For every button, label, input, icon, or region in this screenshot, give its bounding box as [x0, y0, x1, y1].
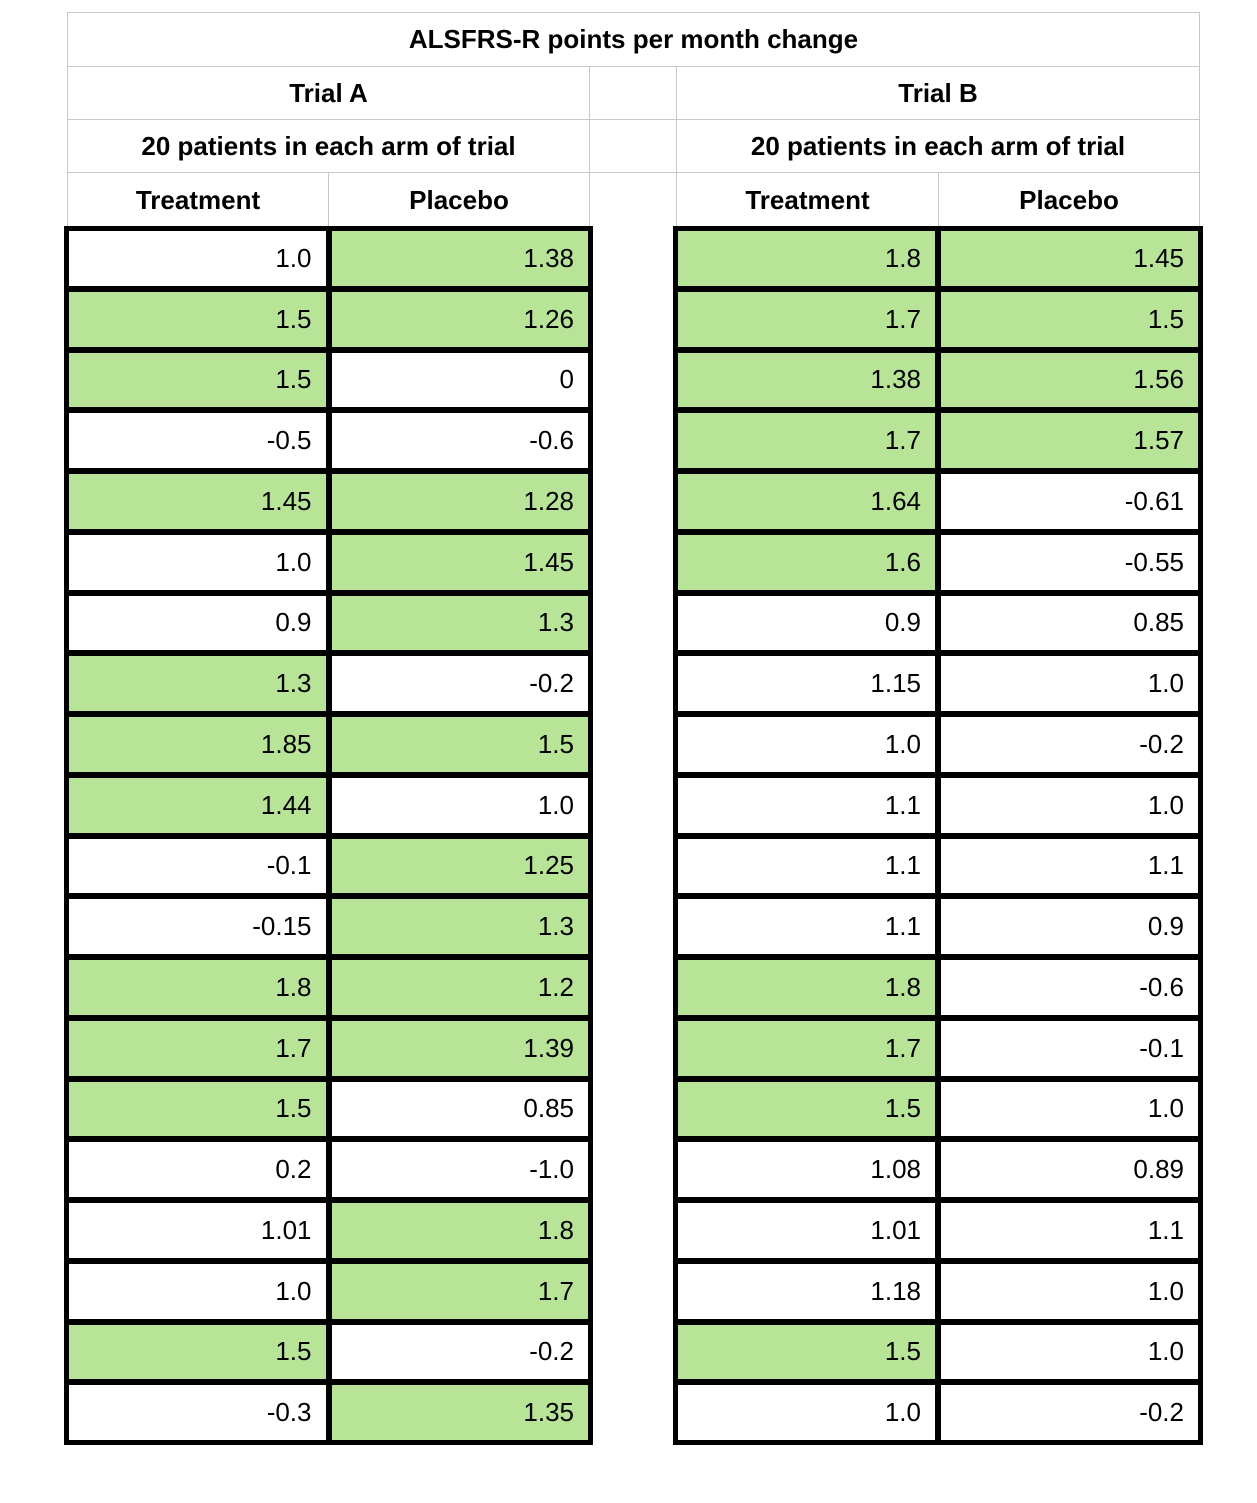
trial-a-treatment-cell: 1.3 — [69, 656, 326, 711]
trial-a-placebo-cell: 1.35 — [331, 1385, 588, 1440]
trial-a-placebo-cell: 1.2 — [331, 960, 588, 1015]
trial-b-treatment-cell: 1.6 — [678, 534, 935, 590]
trial-a-treatment-cell: -0.15 — [69, 899, 326, 954]
trial-a-placebo-cell: 1.45 — [331, 534, 588, 590]
trial-b-placebo-cell: 1.0 — [941, 1081, 1198, 1137]
trial-a-treatment-cell: 1.44 — [69, 777, 326, 833]
header-spacer — [589, 66, 677, 120]
trial-b-placebo-cell: -0.1 — [941, 1020, 1198, 1076]
trial-a-placebo-cell: 1.3 — [331, 595, 588, 651]
trial-b-placebo-cell: 1.5 — [941, 291, 1198, 347]
trial-b-treatment-cell: 1.7 — [678, 413, 935, 468]
trial-b-treatment-cell: 1.64 — [678, 474, 935, 529]
trial-b-placebo-cell: 0.89 — [941, 1142, 1198, 1197]
trial-a-treatment-cell: 1.0 — [69, 1263, 326, 1319]
trial-a-placebo-cell: -0.6 — [331, 413, 588, 468]
trial-a-name: Trial A — [67, 66, 590, 120]
trial-b-treatment-cell: 1.08 — [678, 1142, 935, 1197]
trial-b-treatment-cell: 0.9 — [678, 595, 935, 651]
trial-b-treatment-cell: 1.8 — [678, 231, 935, 286]
trial-b-placebo-cell: 0.85 — [941, 595, 1198, 651]
trial-b-placebo-cell: 1.1 — [941, 838, 1198, 894]
trial-a-treatment-cell: 1.0 — [69, 534, 326, 590]
trial-b-placebo-cell: 1.45 — [941, 231, 1198, 286]
trial-a-treatment-cell: 0.2 — [69, 1142, 326, 1197]
trial-b-placebo-cell: 0.9 — [941, 899, 1198, 954]
trial-a-treatment-cell: 1.01 — [69, 1203, 326, 1258]
trial-a-treatment-cell: 1.85 — [69, 717, 326, 772]
trial-a-data-grid: 1.0 1.38 1.5 1.26 1.5 0 -0.5 -0.6 1.45 1.28 1.0 1.4… — [64, 226, 593, 1445]
trial-a-treatment-cell: -0.1 — [69, 838, 326, 894]
trial-a-subtitle: 20 patients in each arm of trial — [67, 119, 590, 173]
trial-b-treatment-cell: 1.01 — [678, 1203, 935, 1258]
trial-a-placebo-cell: -0.2 — [331, 1324, 588, 1380]
trial-b-treatment-cell: 1.7 — [678, 291, 935, 347]
trial-a-treatment-cell: 1.5 — [69, 1324, 326, 1380]
trial-b-placebo-cell: 1.0 — [941, 1263, 1198, 1319]
trial-a-placebo-cell: 0.85 — [331, 1081, 588, 1137]
trial-a-treatment-cell: 1.5 — [69, 291, 326, 347]
trial-a-placebo-cell: 1.38 — [331, 231, 588, 286]
trial-a-placebo-cell: 1.0 — [331, 777, 588, 833]
trial-b-treatment-cell: 1.8 — [678, 960, 935, 1015]
trial-b-placebo-cell: -0.61 — [941, 474, 1198, 529]
trial-b-treatment-cell: 1.38 — [678, 352, 935, 408]
trial-b-treatment-cell: 1.1 — [678, 838, 935, 894]
trial-b-subtitle: 20 patients in each arm of trial — [676, 119, 1200, 173]
trial-b-placebo-cell: 1.0 — [941, 1324, 1198, 1380]
trial-b-placebo-header: Placebo — [938, 172, 1200, 228]
trial-b-data-grid: 1.8 1.45 1.7 1.5 1.38 1.56 1.7 1.57 1.64 -0.61 1.6… — [673, 226, 1203, 1445]
trial-a-treatment-cell: 1.7 — [69, 1020, 326, 1076]
trial-b-placebo-cell: -0.55 — [941, 534, 1198, 590]
trial-b-treatment-cell: 1.0 — [678, 717, 935, 772]
trial-b-placebo-cell: 1.1 — [941, 1203, 1198, 1258]
trial-b-treatment-header: Treatment — [676, 172, 939, 228]
trial-a-placebo-cell: 1.39 — [331, 1020, 588, 1076]
trial-a-treatment-cell: 1.5 — [69, 352, 326, 408]
trial-b-treatment-cell: 1.7 — [678, 1020, 935, 1076]
trial-b-treatment-cell: 1.15 — [678, 656, 935, 711]
trial-a-placebo-cell: 1.3 — [331, 899, 588, 954]
trial-b-treatment-cell: 1.0 — [678, 1385, 935, 1440]
trial-b-placebo-cell: -0.2 — [941, 717, 1198, 772]
trial-a-placebo-cell: -0.2 — [331, 656, 588, 711]
trial-a-placebo-header: Placebo — [328, 172, 590, 228]
trial-b-name: Trial B — [676, 66, 1200, 120]
trial-a-placebo-cell: 1.8 — [331, 1203, 588, 1258]
table-title: ALSFRS-R points per month change — [67, 12, 1200, 67]
trial-b-treatment-cell: 1.5 — [678, 1324, 935, 1380]
trial-a-treatment-cell: 1.0 — [69, 231, 326, 286]
trial-a-treatment-cell: 1.8 — [69, 960, 326, 1015]
header-spacer — [589, 119, 677, 173]
trial-b-placebo-cell: -0.6 — [941, 960, 1198, 1015]
trial-b-treatment-cell: 1.18 — [678, 1263, 935, 1319]
trial-b-placebo-cell: 1.0 — [941, 656, 1198, 711]
trial-a-treatment-header: Treatment — [67, 172, 329, 228]
trial-a-placebo-cell: 1.5 — [331, 717, 588, 772]
trial-b-placebo-cell: 1.56 — [941, 352, 1198, 408]
trial-a-placebo-cell: 1.26 — [331, 291, 588, 347]
trial-a-placebo-cell: 1.28 — [331, 474, 588, 529]
trial-b-placebo-cell: -0.2 — [941, 1385, 1198, 1440]
trial-a-treatment-cell: 1.5 — [69, 1081, 326, 1137]
trial-a-treatment-cell: 1.45 — [69, 474, 326, 529]
trial-a-placebo-cell: 1.7 — [331, 1263, 588, 1319]
trial-a-treatment-cell: 0.9 — [69, 595, 326, 651]
trial-b-treatment-cell: 1.5 — [678, 1081, 935, 1137]
trial-a-placebo-cell: 1.25 — [331, 838, 588, 894]
trial-b-placebo-cell: 1.0 — [941, 777, 1198, 833]
trial-b-treatment-cell: 1.1 — [678, 899, 935, 954]
trial-a-placebo-cell: -1.0 — [331, 1142, 588, 1197]
trial-a-treatment-cell: -0.5 — [69, 413, 326, 468]
trial-a-treatment-cell: -0.3 — [69, 1385, 326, 1440]
trial-a-placebo-cell: 0 — [331, 352, 588, 408]
trial-b-treatment-cell: 1.1 — [678, 777, 935, 833]
trial-b-placebo-cell: 1.57 — [941, 413, 1198, 468]
